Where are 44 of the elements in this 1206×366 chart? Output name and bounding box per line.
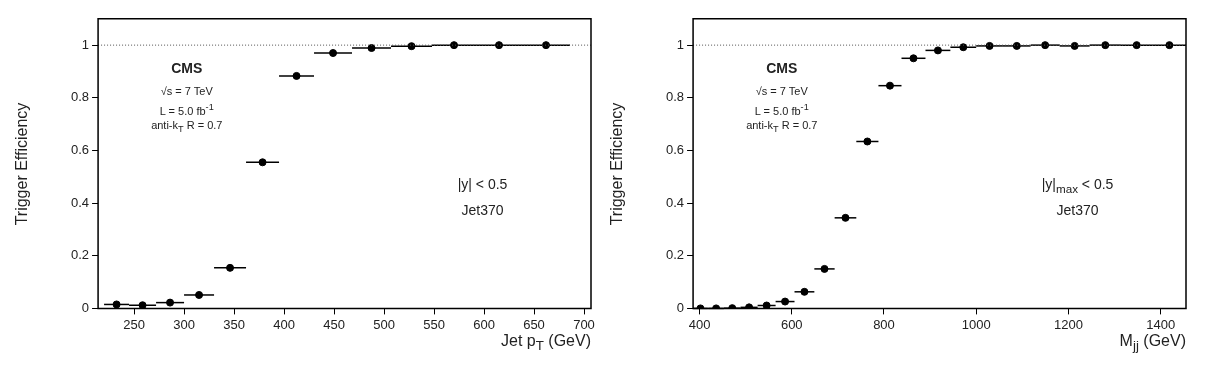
annotation: |y| < 0.5 bbox=[456, 175, 509, 192]
x-tick-label: 700 bbox=[573, 316, 595, 332]
x-tick-label: 400 bbox=[688, 316, 711, 332]
y-tick-label: 0 bbox=[81, 299, 90, 315]
y-tick-label: 0.4 bbox=[665, 194, 685, 210]
annotation: L = 5.0 fb$^{-1}$ bbox=[753, 102, 810, 117]
x-tick-label: 500 bbox=[373, 316, 395, 332]
x-tick-label: 400 bbox=[273, 316, 295, 332]
annotation: anti-k$_{T}$ R = 0.7 bbox=[150, 119, 224, 135]
annotation: Jet370 bbox=[460, 201, 505, 218]
y-tick-label: 0.4 bbox=[70, 194, 90, 210]
x-axis-title: M$_{jj}$ (GeV) bbox=[1119, 332, 1186, 354]
y-tick-label: 1 bbox=[676, 36, 685, 52]
annotation: Jet370 bbox=[1055, 201, 1100, 218]
x-axis-title: Jet p$_{T}$ (GeV) bbox=[501, 332, 591, 354]
y-tick-label: 1 bbox=[81, 36, 90, 52]
y-tick-label: 0.6 bbox=[665, 142, 685, 158]
y-tick-label: 0.2 bbox=[70, 247, 90, 263]
x-tick-label: 1000 bbox=[961, 316, 991, 332]
y-tick-label: 0.6 bbox=[70, 142, 90, 158]
y-tick-label: 0.2 bbox=[665, 247, 685, 263]
annotation: |y|$_{max}$ < 0.5 bbox=[1040, 175, 1115, 195]
x-tick-label: 600 bbox=[473, 316, 495, 332]
x-tick-label: 550 bbox=[423, 316, 445, 332]
x-tick-label: 1400 bbox=[1146, 316, 1176, 332]
x-tick-label: 650 bbox=[523, 316, 545, 332]
x-tick-label: 350 bbox=[223, 316, 245, 332]
x-tick-label: 300 bbox=[173, 316, 195, 332]
x-tick-label: 800 bbox=[873, 316, 895, 332]
annotation: anti-k$_{T}$ R = 0.7 bbox=[745, 119, 819, 135]
annotation: L = 5.0 fb$^{-1}$ bbox=[158, 102, 215, 117]
x-tick-label: 1200 bbox=[1053, 316, 1083, 332]
annotation: √s = 7 TeV bbox=[160, 84, 213, 97]
annotation: CMS bbox=[170, 60, 204, 77]
annotation: √s = 7 TeV bbox=[755, 84, 808, 97]
y-tick-label: 0.8 bbox=[665, 89, 685, 105]
x-tick-label: 250 bbox=[123, 316, 145, 332]
x-tick-label: 600 bbox=[780, 316, 803, 332]
annotation: CMS bbox=[765, 60, 799, 77]
y-tick-label: 0 bbox=[676, 299, 685, 315]
y-axis-title: Trigger Efficiency bbox=[608, 102, 626, 225]
x-tick-label: 450 bbox=[323, 316, 345, 332]
y-axis-title: Trigger Efficiency bbox=[13, 102, 31, 225]
y-tick-label: 0.8 bbox=[70, 89, 90, 105]
